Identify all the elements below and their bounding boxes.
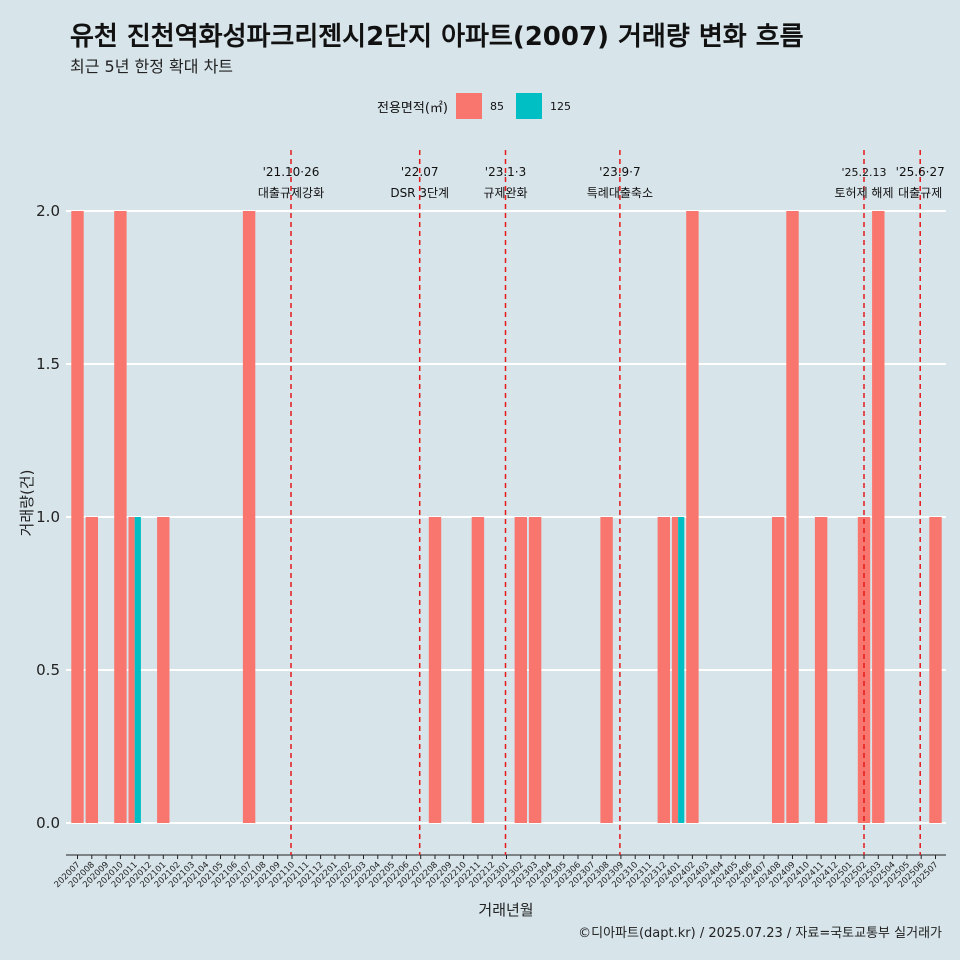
bar-85	[242, 211, 256, 823]
event-label: 규제완화	[483, 186, 527, 200]
bar-85	[857, 517, 871, 823]
y-tick-label: 2.0	[36, 202, 60, 220]
bar-85	[128, 517, 135, 823]
legend-title: 전용면적(㎡)	[377, 100, 448, 116]
legend-label-85: 85	[489, 99, 504, 113]
event-date-label: '21.10·26	[263, 165, 320, 179]
event-label: 특례대출축소	[587, 186, 653, 200]
bar-85	[514, 517, 527, 823]
y-tick-label: 1.5	[36, 355, 60, 373]
event-label: DSR 3단계	[390, 186, 449, 200]
event-date-label: '25.6·27	[896, 165, 945, 179]
event-date-label: '22.07	[401, 165, 439, 179]
bar-85	[428, 517, 442, 823]
y-tick-label: 1.0	[36, 508, 60, 526]
bar-85	[814, 517, 828, 823]
bar-85	[528, 517, 542, 823]
bar-85	[85, 517, 98, 823]
source-caption: ©디아파트(dapt.kr) / 2025.07.23 / 자료=국토교통부 실…	[578, 926, 942, 941]
bar-85	[600, 517, 613, 823]
bar-85	[471, 517, 485, 823]
bar-85	[657, 517, 670, 823]
event-label: 대출규제강화	[258, 186, 324, 200]
bar-85	[929, 517, 942, 823]
event-label: 대출규제	[898, 186, 942, 200]
bar-85	[686, 211, 699, 823]
bar-85	[114, 211, 127, 823]
chart-title: 유천 진천역화성파크리젠시2단지 아파트(2007) 거래량 변화 흐름	[70, 22, 804, 52]
legend-swatch-125	[515, 93, 542, 119]
event-date-label: '23.9·7	[599, 165, 640, 179]
bar-85	[671, 517, 679, 823]
chart-subtitle: 최근 5년 한정 확대 차트	[70, 57, 234, 76]
bar-85	[157, 517, 170, 823]
bar-125	[678, 517, 685, 823]
event-date-label: '25.2.13	[841, 166, 886, 179]
bar-85	[772, 517, 785, 823]
y-tick-label: 0.5	[36, 661, 60, 679]
bar-85	[71, 211, 84, 823]
bar-85	[872, 211, 885, 823]
x-axis-title: 거래년월	[478, 901, 533, 919]
bar-125	[134, 517, 141, 823]
y-axis-title: 거래량(건)	[18, 470, 36, 537]
legend-label-125: 125	[549, 99, 571, 113]
event-label: 토허제 해제	[834, 186, 893, 200]
y-tick-label: 0.0	[36, 814, 60, 832]
legend-swatch-85	[455, 93, 482, 119]
event-date-label: '23.1·3	[485, 165, 526, 179]
legend: 전용면적(㎡) 85 125	[0, 93, 960, 119]
bar-85	[786, 211, 799, 823]
